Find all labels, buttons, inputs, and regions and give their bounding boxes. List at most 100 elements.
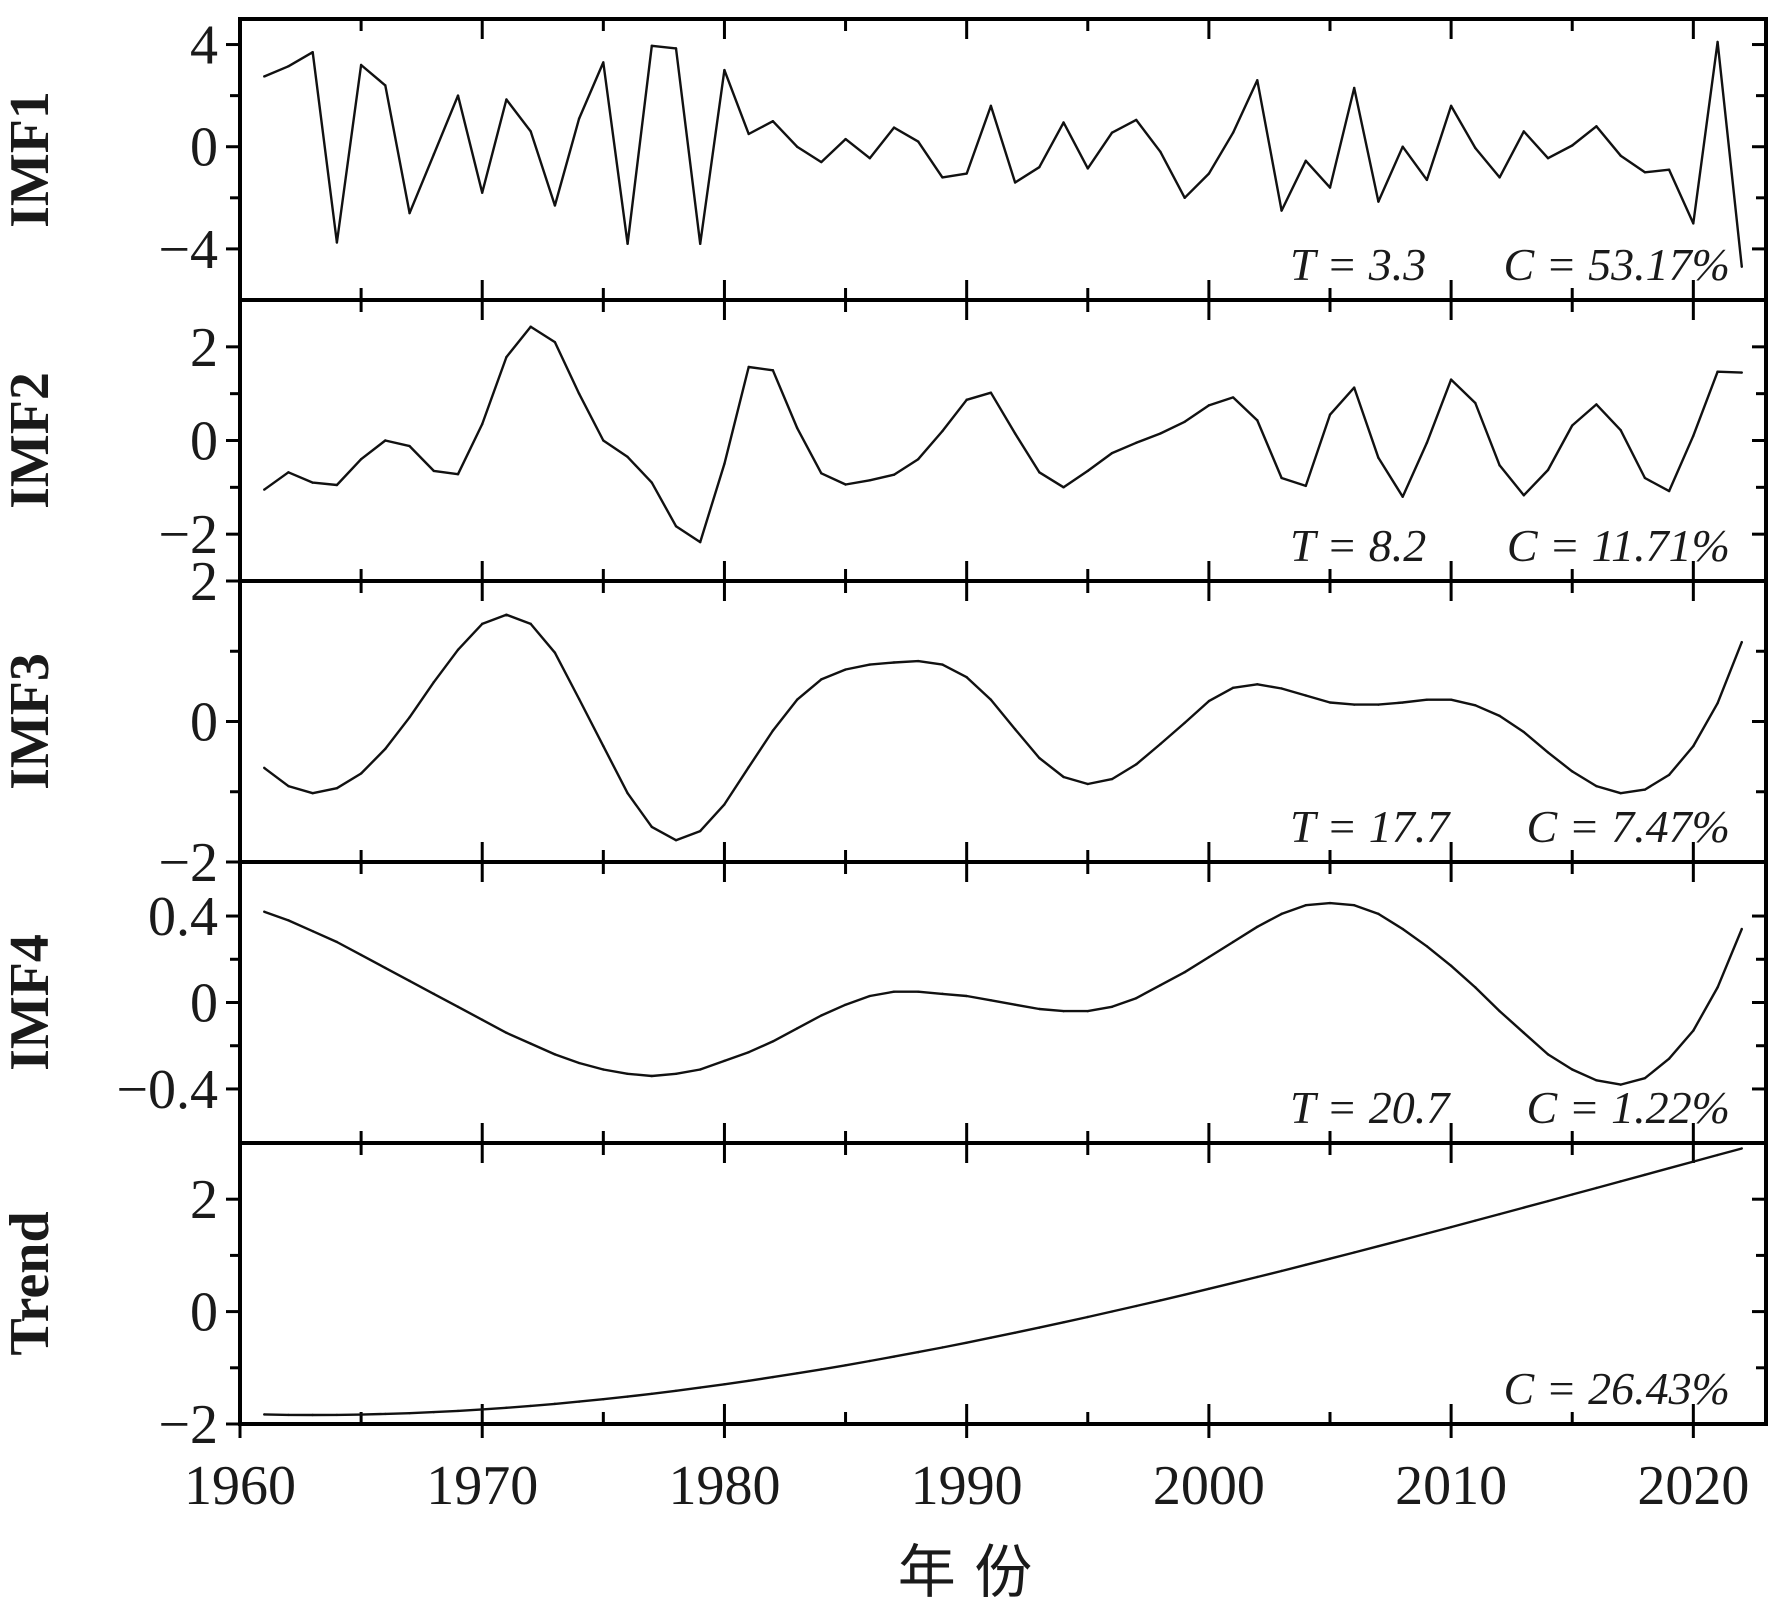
- data-point: [1280, 912, 1283, 916]
- data-point: [602, 1398, 605, 1401]
- data-point: [892, 661, 896, 664]
- y-tick-label: 2: [190, 551, 218, 613]
- data-point: [602, 61, 605, 64]
- data-point: [408, 1411, 411, 1415]
- data-point: [1546, 1053, 1550, 1056]
- data-point: [1546, 751, 1550, 754]
- data-point: [723, 1383, 726, 1386]
- data-point: [1135, 763, 1138, 766]
- data-point: [1740, 1147, 1743, 1150]
- data-point: [602, 1068, 605, 1071]
- data-point: [723, 462, 726, 466]
- data-point: [577, 1400, 581, 1403]
- data-point: [1086, 167, 1089, 170]
- data-point: [602, 439, 605, 442]
- data-point: [989, 104, 993, 108]
- data-point: [553, 204, 557, 207]
- data-point: [1692, 434, 1695, 438]
- data-point: [1401, 927, 1404, 931]
- data-point: [529, 1042, 532, 1045]
- data-point: [723, 803, 726, 806]
- data-point: [359, 63, 363, 67]
- data-point: [602, 744, 605, 748]
- data-point: [1207, 1287, 1211, 1291]
- data-point: [1304, 904, 1307, 907]
- data-point: [892, 126, 896, 129]
- data-point: [965, 1341, 968, 1344]
- data-point: [1449, 104, 1453, 108]
- data-point: [1328, 901, 1332, 905]
- data-point: [747, 1379, 750, 1382]
- data-point: [844, 1364, 847, 1367]
- panel-imf3: 2 0 −2 IMF3 T = 17.7 C = 7.47%: [0, 551, 1768, 894]
- data-point: [820, 472, 823, 475]
- data-point: [699, 1068, 702, 1071]
- data-point: [1571, 1068, 1574, 1071]
- data-point: [1425, 698, 1429, 701]
- data-point: [311, 929, 314, 933]
- data-point: [1667, 168, 1671, 171]
- data-point: [1522, 730, 1525, 734]
- data-point: [263, 488, 266, 491]
- data-point: [723, 68, 726, 72]
- data-point: [263, 910, 266, 913]
- panel-frame: [238, 1141, 1768, 1426]
- data-point: [1304, 484, 1307, 488]
- data-point: [868, 1359, 871, 1363]
- data-point: [1038, 1007, 1041, 1011]
- data-point: [699, 829, 702, 833]
- data-point: [432, 1410, 435, 1414]
- data-point: [481, 622, 484, 626]
- data-point: [1231, 686, 1235, 689]
- data-point: [1135, 1304, 1138, 1308]
- data-point: [1256, 1275, 1259, 1279]
- data-point: [359, 772, 363, 775]
- data-points: [263, 901, 1743, 1086]
- data-point: [1474, 401, 1477, 405]
- data-point: [1716, 702, 1719, 705]
- data-point: [989, 391, 993, 394]
- data-point: [1377, 1244, 1380, 1248]
- data-point: [1231, 940, 1235, 944]
- data-point: [1038, 471, 1041, 474]
- data-point: [820, 678, 823, 681]
- period-annotation: T = 3.3: [1290, 239, 1426, 290]
- data-point: [505, 355, 508, 359]
- data-point: [1643, 476, 1647, 480]
- data-point: [481, 1408, 484, 1411]
- panel-trend: 2 0 −2 Trend C = 26.43%: [0, 1141, 1768, 1456]
- y-axis-label-imf3: IMF3: [0, 653, 61, 790]
- data-point: [1110, 1005, 1114, 1009]
- data-point: [335, 1413, 339, 1417]
- data-point: [1498, 1009, 1501, 1013]
- data-point: [1207, 172, 1211, 175]
- data-point: [795, 145, 799, 148]
- data-point: [1328, 413, 1332, 416]
- data-point: [941, 992, 944, 996]
- data-point: [674, 47, 678, 50]
- data-point: [1183, 971, 1186, 974]
- data-point: [1449, 964, 1453, 967]
- series-line-trend: [264, 1147, 1743, 1417]
- data-point: [626, 455, 629, 459]
- data-point: [1740, 640, 1743, 644]
- data-point: [1183, 196, 1186, 200]
- data-point: [408, 716, 411, 719]
- data-point: [1231, 1281, 1235, 1285]
- data-point: [1086, 1315, 1089, 1319]
- data-point: [1207, 955, 1211, 959]
- y-tick-label: 0: [190, 411, 218, 473]
- data-point: [771, 1375, 775, 1379]
- data-point: [892, 1355, 896, 1358]
- data-point: [1667, 1057, 1671, 1060]
- data-point: [1619, 428, 1622, 432]
- data-point: [1280, 476, 1283, 480]
- panels: 4 0 −4 IMF1 T = 3.3 C = 53.17% 2 0 −2 IMF2 T = 8.2…: [0, 15, 1768, 1456]
- data-point: [1474, 146, 1477, 150]
- data-point: [1643, 1076, 1647, 1080]
- data-point: [456, 94, 460, 97]
- x-axis: 1960 1970 1980 1990 2000 2010 2020: [184, 1424, 1749, 1517]
- data-point: [384, 439, 387, 442]
- data-point: [287, 471, 290, 474]
- data-point: [941, 176, 944, 179]
